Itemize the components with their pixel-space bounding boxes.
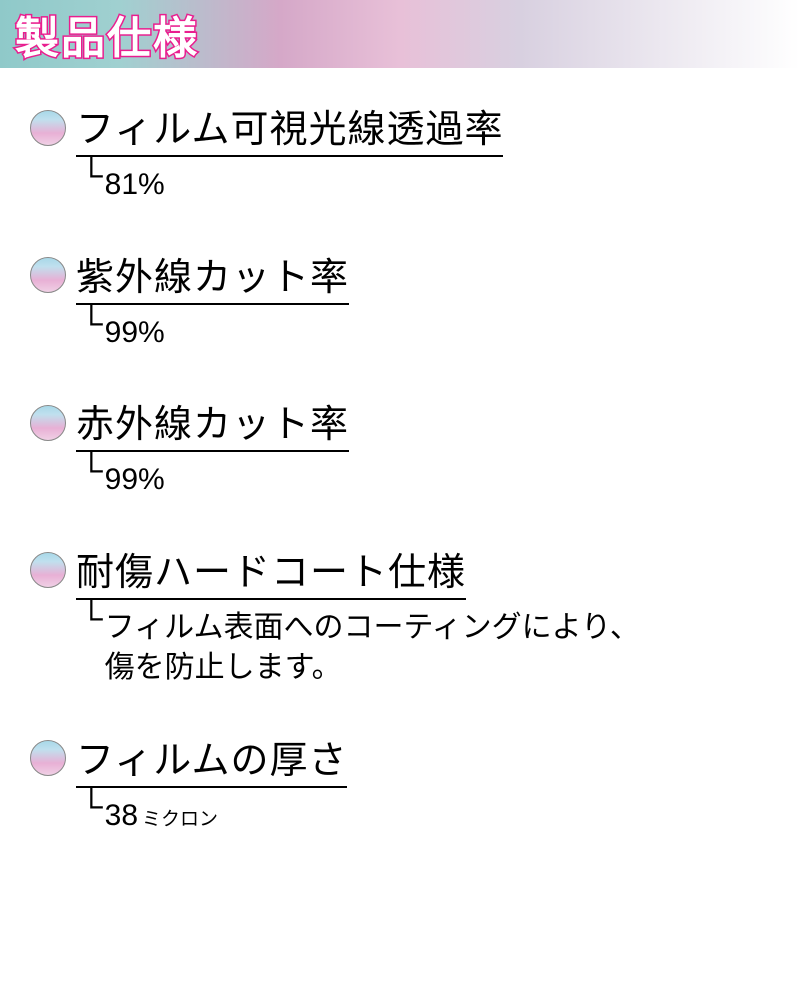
spec-header: フィルムの厚さ — [30, 729, 770, 788]
spec-value-unit: ミクロン — [142, 809, 218, 830]
header-banner: 製品仕様 — [0, 0, 800, 68]
spec-item: 紫外線カット率 └ 99% — [30, 246, 770, 354]
tree-marker-icon: └ — [80, 454, 103, 486]
spec-item: フィルム可視光線透過率 └ 81% — [30, 98, 770, 206]
tree-marker-icon: └ — [80, 307, 103, 339]
spec-title: 紫外線カット率 — [76, 246, 349, 305]
spec-value: フィルム表面へのコーティングにより、 傷を防止します。 — [105, 602, 640, 689]
spec-header: 赤外線カット率 — [30, 393, 770, 452]
page-title: 製品仕様 — [15, 2, 199, 66]
spec-item: 耐傷ハードコート仕様 └ フィルム表面へのコーティングにより、 傷を防止します。 — [30, 541, 770, 689]
spec-title: フィルムの厚さ — [76, 729, 347, 788]
spec-header: フィルム可視光線透過率 — [30, 98, 770, 157]
spec-value: 38ミクロン — [105, 790, 218, 837]
tree-marker-icon: └ — [80, 602, 103, 634]
bullet-icon — [30, 740, 66, 776]
spec-value: 99% — [105, 307, 165, 354]
bullet-icon — [30, 405, 66, 441]
spec-title: 耐傷ハードコート仕様 — [76, 541, 466, 600]
spec-list: フィルム可視光線透過率 └ 81% 紫外線カット率 └ 99% 赤外線カット率 … — [0, 68, 800, 836]
spec-title: フィルム可視光線透過率 — [76, 98, 503, 157]
spec-value-row: └ 99% — [30, 307, 770, 354]
spec-item: 赤外線カット率 └ 99% — [30, 393, 770, 501]
spec-value: 81% — [105, 159, 165, 206]
bullet-icon — [30, 552, 66, 588]
spec-value-row: └ 81% — [30, 159, 770, 206]
spec-header: 耐傷ハードコート仕様 — [30, 541, 770, 600]
spec-value-row: └ 99% — [30, 454, 770, 501]
spec-value-row: └ 38ミクロン — [30, 790, 770, 837]
spec-value: 99% — [105, 454, 165, 501]
spec-item: フィルムの厚さ └ 38ミクロン — [30, 729, 770, 837]
spec-title: 赤外線カット率 — [76, 393, 349, 452]
spec-value-number: 38 — [105, 799, 138, 832]
spec-value-row: └ フィルム表面へのコーティングにより、 傷を防止します。 — [30, 602, 770, 689]
bullet-icon — [30, 257, 66, 293]
tree-marker-icon: └ — [80, 790, 103, 822]
spec-header: 紫外線カット率 — [30, 246, 770, 305]
bullet-icon — [30, 110, 66, 146]
tree-marker-icon: └ — [80, 159, 103, 191]
